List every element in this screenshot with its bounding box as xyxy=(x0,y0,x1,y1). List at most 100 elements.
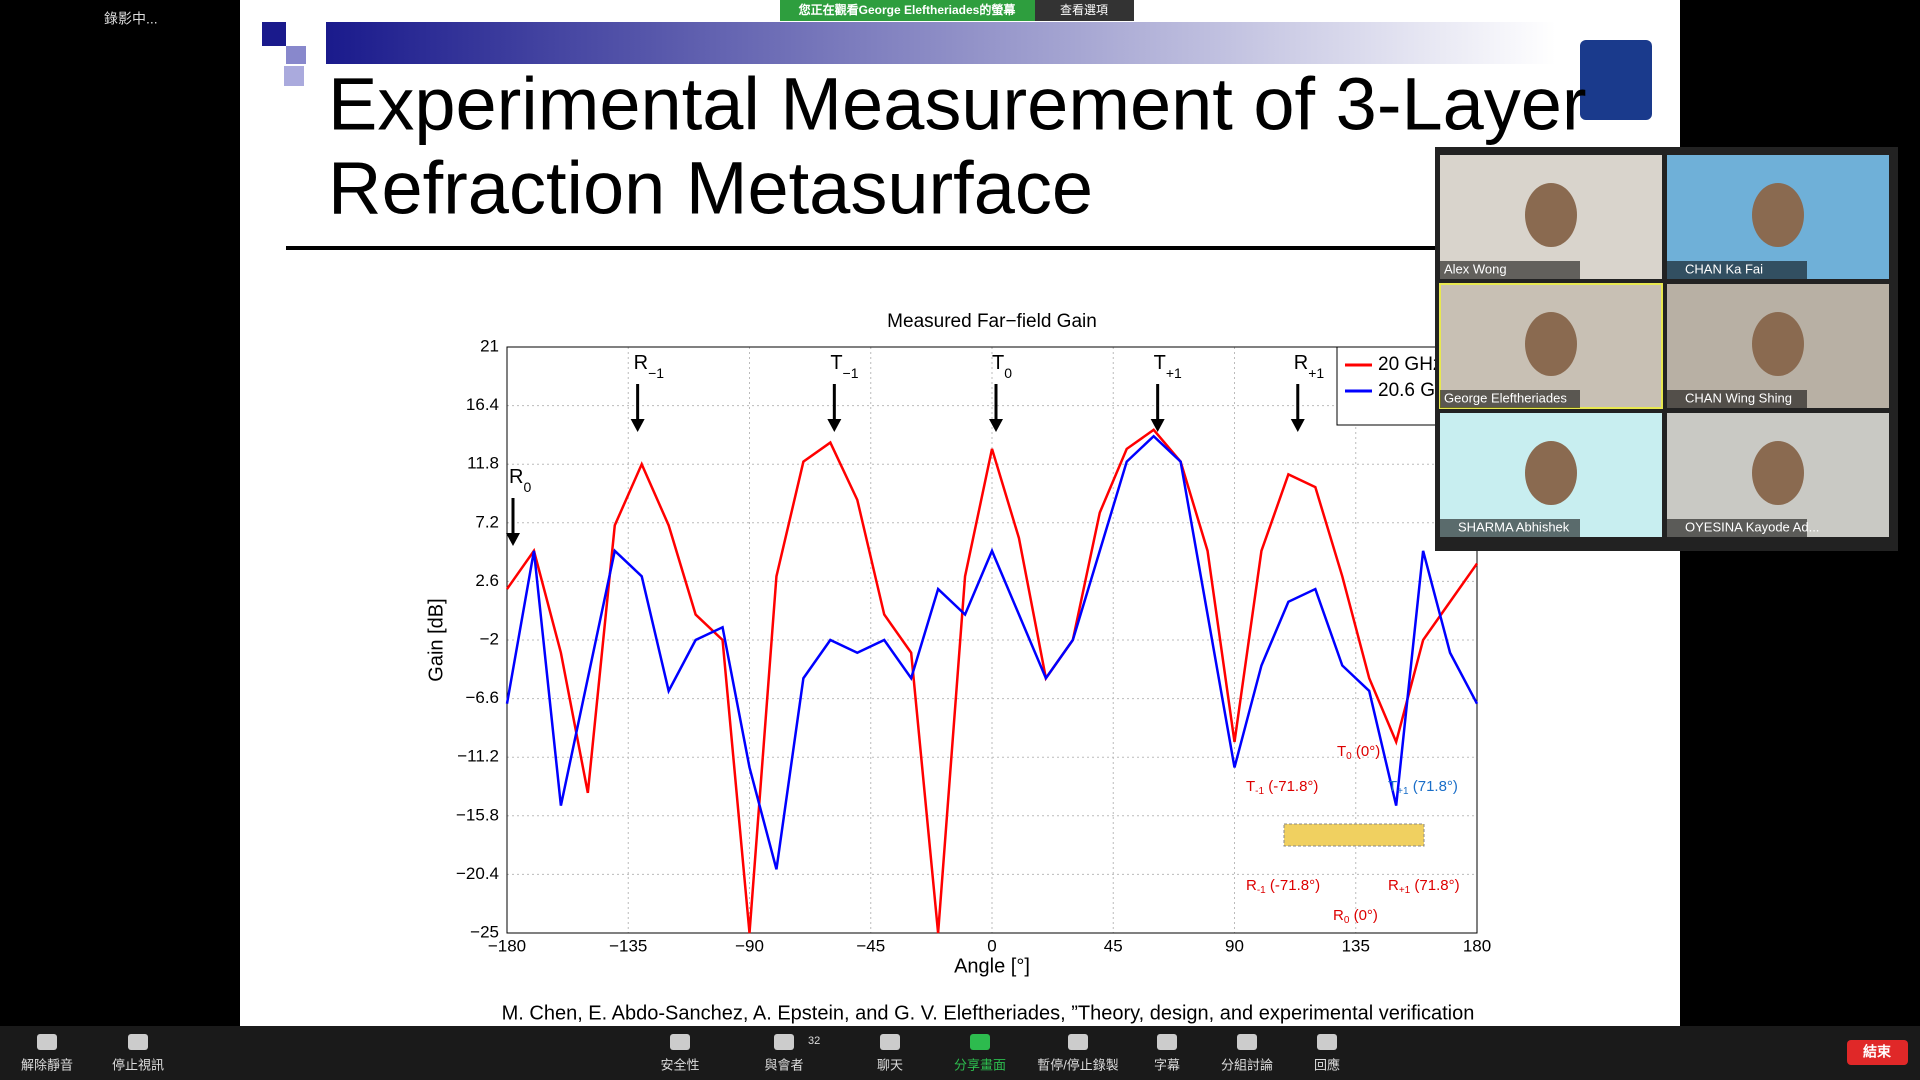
name-bg xyxy=(1440,390,1580,408)
annotation-base: R xyxy=(1294,352,1308,374)
toolbar-icon[interactable] xyxy=(1237,1034,1257,1050)
view-options: 查看選項 xyxy=(1060,3,1108,17)
view-options-btn[interactable] xyxy=(1035,0,1134,21)
participant-name: George Eleftheriades xyxy=(1444,390,1567,405)
inset-label: T-1 (-71.8°) xyxy=(1246,778,1318,797)
chart-title: Measured Far−field Gain xyxy=(887,311,1097,332)
inset-rest: (0°) xyxy=(1352,743,1381,760)
x-tick-label: −90 xyxy=(735,936,764,955)
toolbar-icon[interactable] xyxy=(1068,1034,1088,1050)
name-bg xyxy=(1667,261,1807,279)
participant xyxy=(1752,312,1804,376)
name-bg xyxy=(1440,261,1580,279)
participant-name: CHAN Wing Shing xyxy=(1685,390,1792,405)
toolbar-label[interactable]: 解除靜音 xyxy=(21,1057,73,1072)
inset-label: R-1 (-71.8°) xyxy=(1246,877,1320,896)
annotation-sub: −1 xyxy=(648,365,664,381)
x-axis-label: Angle [°] xyxy=(954,955,1030,977)
annotation: R+1 xyxy=(1294,352,1325,380)
y-tick-label: 2.6 xyxy=(475,571,499,590)
toolbar-icon[interactable] xyxy=(1317,1034,1337,1050)
annotation-sub: 0 xyxy=(1004,365,1012,381)
inset-sub: +1 xyxy=(1397,786,1409,797)
y-tick-label: 7.2 xyxy=(475,512,499,531)
y-tick-label: −25 xyxy=(470,922,499,941)
annotation: T0 xyxy=(992,352,1012,380)
participant-name: CHAN Ka Fai xyxy=(1685,261,1763,276)
annotation-arrowhead xyxy=(630,419,645,432)
inset-sub: 0 xyxy=(1346,751,1352,762)
participant xyxy=(1525,312,1577,376)
toolbar-icon[interactable] xyxy=(128,1034,148,1050)
annotation-arrowhead xyxy=(827,419,842,432)
toolbar xyxy=(0,1026,1920,1080)
deco-square xyxy=(286,46,306,64)
inset-base: R xyxy=(1246,877,1257,894)
name-bg xyxy=(1667,519,1807,537)
recording-label: 錄影中... xyxy=(104,11,158,27)
toolbar-icon[interactable] xyxy=(1157,1034,1177,1050)
x-tick-label: 45 xyxy=(1104,936,1123,955)
toolbar-label[interactable]: 安全性 xyxy=(660,1057,699,1072)
y-tick-label: −11.2 xyxy=(457,747,499,766)
toolbar-label[interactable]: 回應 xyxy=(1314,1057,1340,1072)
x-tick-label: −180 xyxy=(488,936,526,955)
inset-base: R xyxy=(1388,877,1399,894)
y-tick-label: 21 xyxy=(480,336,499,355)
inset-rest: (71.8°) xyxy=(1410,877,1459,894)
y-tick-label: −6.6 xyxy=(465,688,499,707)
toolbar-icon[interactable] xyxy=(880,1034,900,1050)
annotation-sub: +1 xyxy=(1308,365,1324,381)
inset-sub: -1 xyxy=(1255,786,1264,797)
inset-sub: 0 xyxy=(1344,915,1350,926)
x-tick-label: 135 xyxy=(1342,936,1370,955)
y-tick-label: −20.4 xyxy=(456,864,499,883)
participants-count: 32 xyxy=(808,1035,820,1047)
end-button[interactable] xyxy=(1847,1040,1908,1065)
slide-title: Refraction Metasurface xyxy=(328,147,1093,230)
toolbar-label[interactable]: 暫停/停止錄製 xyxy=(1037,1057,1119,1072)
annotation-sub: +1 xyxy=(1166,365,1182,381)
toolbar-icon[interactable] xyxy=(774,1034,794,1050)
participant xyxy=(1525,441,1577,505)
toolbar-label[interactable]: 分享畫面 xyxy=(954,1057,1006,1072)
toolbar-label[interactable]: 停止視訊 xyxy=(112,1057,164,1072)
participant-name: Alex Wong xyxy=(1444,261,1507,276)
annotation-arrowhead xyxy=(989,419,1003,432)
y-tick-label: −2 xyxy=(480,629,499,648)
logo xyxy=(1580,40,1652,120)
inset-base: R xyxy=(1333,907,1344,924)
toolbar-label[interactable]: 分組討論 xyxy=(1221,1057,1273,1072)
x-tick-label: −135 xyxy=(609,936,647,955)
inset-label: T0 (0°) xyxy=(1337,743,1380,762)
inset-sub: -1 xyxy=(1257,885,1266,896)
toolbar-icon[interactable] xyxy=(37,1034,57,1050)
participant-name: SHARMA Abhishek xyxy=(1458,519,1570,534)
deco-square xyxy=(262,22,286,46)
slide-header-bar xyxy=(326,22,1556,64)
banner-text: 您正在觀看George Eleftheriades的螢幕 xyxy=(799,2,1017,17)
toolbar-label[interactable]: 與會者 xyxy=(764,1057,803,1072)
annotation-arrowhead xyxy=(1150,419,1165,432)
annotation-base: R xyxy=(634,352,648,374)
x-tick-label: 0 xyxy=(987,936,996,955)
deco-square xyxy=(284,66,304,86)
inset-sub: +1 xyxy=(1399,885,1411,896)
annotation: R−1 xyxy=(634,352,665,380)
citation: M. Chen, E. Abdo-Sanchez, A. Epstein, an… xyxy=(502,1002,1475,1024)
name-bg xyxy=(1440,519,1580,537)
annotation-base: R xyxy=(509,466,523,488)
title-rule xyxy=(286,246,1436,250)
x-tick-label: −45 xyxy=(856,936,885,955)
inset-rest: (-71.8°) xyxy=(1264,778,1318,795)
series-line xyxy=(505,434,1479,870)
toolbar-icon[interactable] xyxy=(670,1034,690,1050)
toolbar-label[interactable]: 字幕 xyxy=(1154,1057,1180,1072)
inset-rest: (0°) xyxy=(1349,907,1378,924)
end-label[interactable]: 結束 xyxy=(1863,1044,1892,1060)
toolbar-icon[interactable] xyxy=(970,1034,990,1050)
toolbar-label[interactable]: 聊天 xyxy=(877,1057,903,1072)
y-axis-label: Gain [dB] xyxy=(425,598,447,681)
x-tick-label: 180 xyxy=(1463,936,1491,955)
name-bg xyxy=(1667,390,1807,408)
